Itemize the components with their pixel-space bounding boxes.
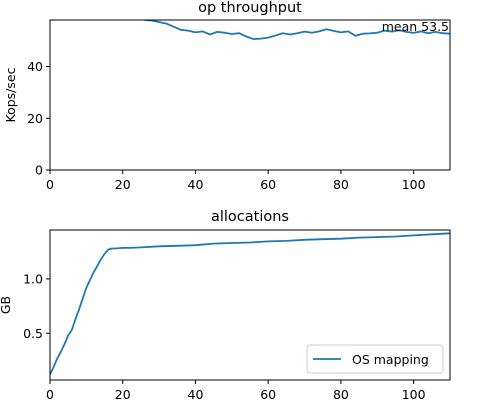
x-tick-label: 20 — [115, 387, 131, 400]
y-tick-label: 20 — [27, 111, 43, 126]
allocations-x-axis: 0 20 40 60 80 100 — [46, 380, 426, 400]
x-tick-label: 40 — [188, 177, 204, 192]
allocations-chart: allocations 0 20 40 60 80 100 0.5 1.0 GB OS ma… — [0, 209, 451, 400]
throughput-axes-frame — [49, 19, 451, 171]
x-tick-label: 100 — [402, 177, 426, 192]
legend-label-os-mapping: OS mapping — [352, 352, 429, 367]
x-tick-label: 80 — [333, 387, 349, 400]
y-tick-label: 0 — [35, 163, 43, 178]
y-tick-label: 40 — [27, 59, 43, 74]
x-tick-label: 20 — [115, 177, 131, 192]
x-tick-label: 60 — [260, 177, 276, 192]
allocations-legend: OS mapping — [306, 344, 444, 374]
throughput-chart: op throughput 0 20 40 60 80 100 0 20 40 Kops/se… — [3, 0, 451, 192]
throughput-y-axis: 0 20 40 — [27, 59, 50, 178]
throughput-mean-annotation: mean 53.5 — [382, 19, 449, 34]
throughput-x-axis: 0 20 40 60 80 100 — [46, 170, 426, 192]
series-line-0 — [50, 232, 450, 375]
throughput-plot-area — [144, 20, 450, 40]
x-tick-label: 100 — [402, 387, 426, 400]
legend-box — [306, 344, 444, 374]
allocations-y-axis: 0.5 1.0 — [23, 271, 50, 341]
y-tick-label: 1.0 — [23, 271, 43, 286]
series-line-0 — [144, 20, 450, 40]
throughput-chart-title: op throughput — [198, 0, 302, 16]
allocations-plot-area — [50, 232, 450, 375]
x-tick-label: 0 — [46, 177, 54, 192]
allocations-chart-title: allocations — [211, 209, 289, 225]
x-tick-label: 40 — [188, 387, 204, 400]
allocations-y-axis-title: GB — [0, 296, 13, 314]
throughput-y-axis-title: Kops/sec — [3, 67, 18, 122]
allocations-axes-frame — [49, 229, 451, 381]
x-tick-label: 80 — [333, 177, 349, 192]
y-tick-label: 0.5 — [23, 326, 43, 341]
x-tick-label: 60 — [260, 387, 276, 400]
x-tick-label: 0 — [46, 387, 54, 400]
